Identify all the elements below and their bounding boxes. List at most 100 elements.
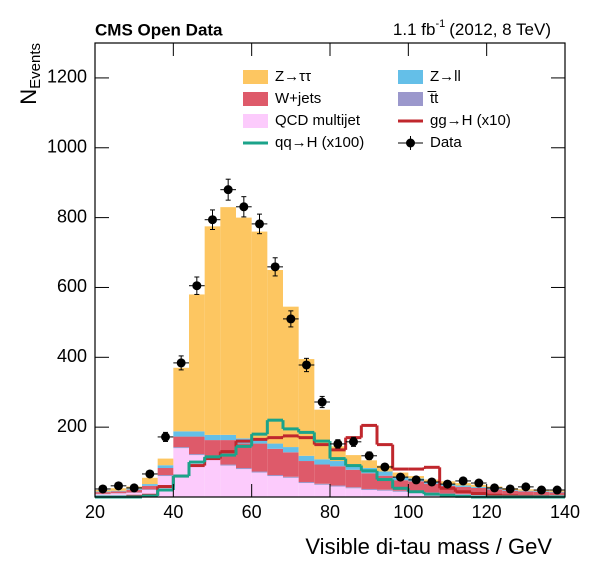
stack-bar (314, 459, 330, 465)
y-label-sub: Events (27, 43, 44, 89)
stack-bar (173, 447, 189, 449)
stack-bar (377, 489, 393, 491)
data-point (176, 358, 186, 368)
stack-bar (345, 455, 362, 465)
data-point (270, 262, 280, 272)
stack-bar (361, 490, 377, 497)
legend-swatch (243, 114, 268, 128)
stack-bar (345, 464, 362, 470)
stack-bar (267, 443, 283, 449)
stack-bar (392, 490, 409, 492)
stack-bar (424, 483, 440, 493)
stack-bar (455, 485, 471, 487)
stack-bar (330, 485, 346, 487)
data-point (443, 479, 452, 489)
data-point (114, 481, 123, 491)
stack-bar (471, 487, 487, 495)
y-tick-label: 600 (57, 276, 87, 296)
stack-bar (173, 367, 189, 432)
stack-bar (204, 226, 221, 435)
x-tick-label: 120 (472, 502, 502, 522)
data-point (474, 478, 484, 488)
data-point (380, 462, 390, 472)
stack-bar (157, 458, 174, 466)
x-axis-label: Visible di-tau mass / GeV (305, 534, 552, 559)
stack-bar (251, 472, 268, 497)
legend-label: Z→ττ (275, 68, 311, 85)
x-tick-label: 100 (393, 502, 423, 522)
stack-bar (298, 461, 315, 482)
data-point (349, 437, 358, 447)
stack-bar (518, 491, 534, 495)
data-point (427, 477, 437, 487)
stack-bar (142, 485, 158, 490)
stack-bar (236, 217, 252, 439)
data-point (552, 485, 562, 495)
data-point (396, 472, 405, 482)
stack-bar (189, 431, 205, 437)
chart-title: CMS Open Data (95, 20, 223, 39)
stack-bar (236, 469, 252, 497)
y-axis-label: NEvents (16, 43, 44, 105)
data-point (98, 484, 108, 494)
y-tick-label: 400 (57, 346, 87, 366)
stack-bar (204, 458, 221, 497)
stack-bar (298, 455, 315, 462)
data-point (286, 314, 296, 324)
legend-swatch (398, 70, 423, 84)
data-point (302, 360, 311, 370)
stack-bar (251, 438, 268, 444)
stack-bar (267, 270, 283, 444)
data-point (458, 476, 468, 486)
stack-bar (361, 488, 377, 491)
legend-swatch (243, 92, 268, 106)
stack-bar (330, 486, 346, 497)
stack-bar (283, 476, 299, 478)
stack-bar (251, 231, 268, 439)
y-tick-label: 800 (57, 206, 87, 226)
y-tick-label: 1200 (47, 67, 87, 87)
legend-label: qq→H (x100) (275, 134, 364, 151)
stack-bar (345, 469, 362, 488)
stack-bar (157, 468, 174, 475)
stack-bar (392, 480, 409, 491)
data-point (537, 485, 546, 495)
stack-bar (204, 440, 221, 458)
data-point (192, 281, 202, 291)
stack-bar (330, 466, 346, 486)
stack-bar (173, 436, 189, 448)
legend-swatch (398, 92, 423, 106)
data-point (490, 483, 499, 493)
data-point (333, 439, 343, 449)
stack-bar (283, 452, 299, 477)
y-tick-label: 200 (57, 416, 87, 436)
stack-bar (251, 443, 268, 472)
stack-bar (110, 493, 127, 497)
stack-bar (377, 490, 393, 497)
stack-bar (189, 436, 205, 455)
stack-bar (236, 468, 252, 470)
stack-bar (251, 471, 268, 473)
stack-bar (267, 476, 283, 497)
stack-bar (408, 481, 424, 492)
x-tick-label: 60 (242, 502, 262, 522)
stack-bar (298, 483, 315, 497)
stack-bar (142, 490, 158, 497)
stack-bar (314, 464, 330, 484)
stack-bar (189, 294, 205, 432)
data-point (521, 482, 531, 492)
lumi-text: 1.1 fb (393, 20, 436, 39)
stack-bar (142, 484, 158, 486)
stack-bar (392, 491, 409, 497)
legend-label: QCD multijet (275, 112, 361, 129)
legend-label: t̅t (427, 90, 439, 107)
stack-bar (220, 434, 236, 441)
data-point (364, 451, 374, 461)
stack-bar (157, 474, 174, 477)
stack-bar (189, 454, 205, 456)
stack-bar (283, 477, 299, 497)
stack-bar (283, 306, 299, 448)
stack-bar (345, 487, 362, 489)
data-point (223, 185, 233, 195)
